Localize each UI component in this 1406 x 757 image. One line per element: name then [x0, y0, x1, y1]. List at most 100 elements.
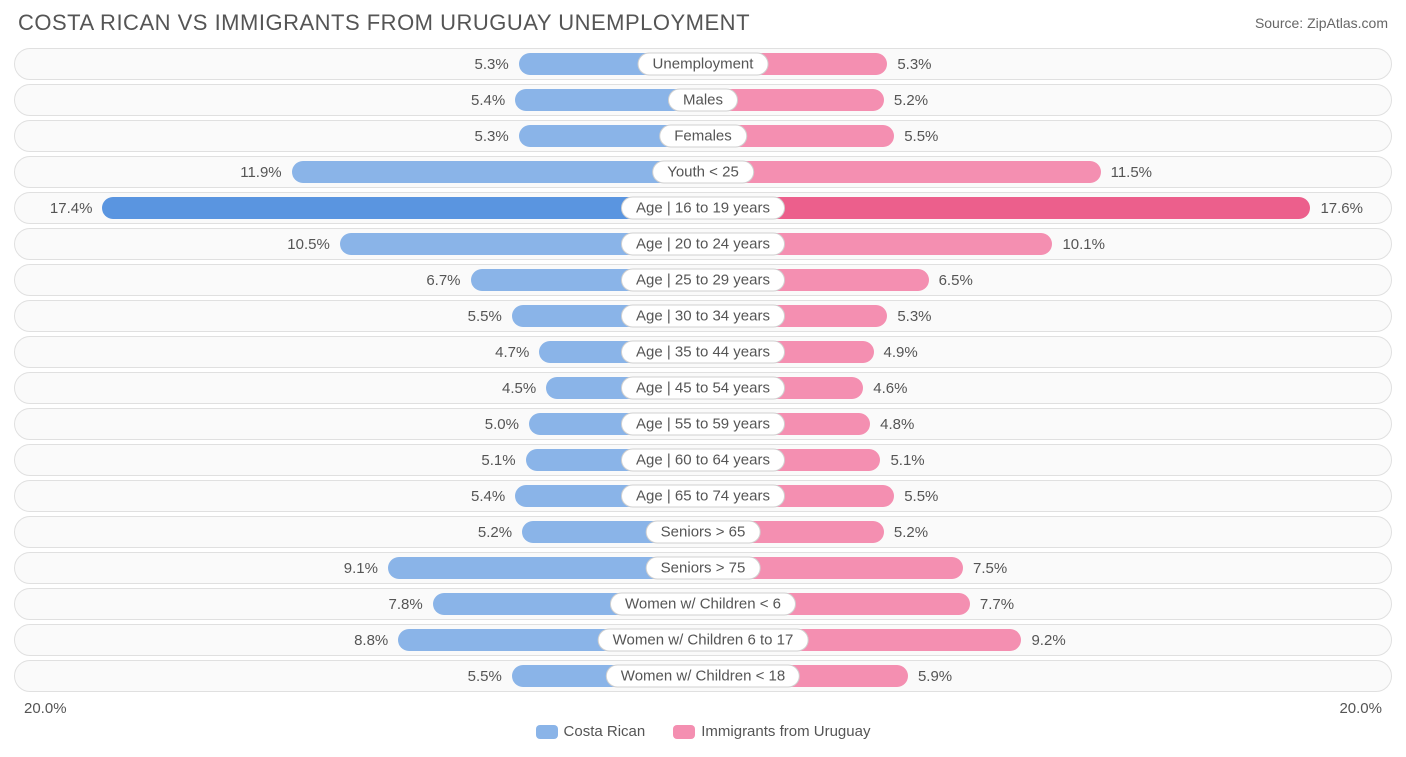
legend-swatch-right — [673, 725, 695, 739]
chart-source: Source: ZipAtlas.com — [1255, 15, 1388, 31]
value-label-right: 5.5% — [896, 128, 946, 145]
bar-half-right: 7.7% — [703, 589, 1391, 619]
value-label-right: 5.1% — [882, 452, 932, 469]
value-label-right: 7.7% — [972, 596, 1022, 613]
category-label: Age | 25 to 29 years — [621, 269, 785, 292]
value-label-right: 11.5% — [1103, 164, 1160, 181]
value-label-left: 5.5% — [460, 308, 510, 325]
category-label: Age | 30 to 34 years — [621, 305, 785, 328]
value-label-left: 11.9% — [232, 164, 289, 181]
value-label-left: 5.3% — [466, 128, 516, 145]
bar-half-left: 9.1% — [15, 553, 703, 583]
value-label-left: 7.8% — [380, 596, 430, 613]
bar-half-right: 5.5% — [703, 481, 1391, 511]
chart-row: 7.8% 7.7% Women w/ Children < 6 — [14, 588, 1392, 620]
bar-half-left: 5.5% — [15, 661, 703, 691]
chart-row: 5.4%5.5%Age | 65 to 74 years — [14, 480, 1392, 512]
bar-half-left: 6.7% — [15, 265, 703, 295]
chart-row: 4.5%4.6%Age | 45 to 54 years — [14, 372, 1392, 404]
bar-half-right: 5.3% — [703, 49, 1391, 79]
value-label-right: 5.2% — [886, 92, 936, 109]
chart-row: 5.2%5.2%Seniors > 65 — [14, 516, 1392, 548]
bar-half-right: 6.5% — [703, 265, 1391, 295]
bar-half-right: 5.2% — [703, 517, 1391, 547]
value-label-right: 5.9% — [910, 668, 960, 685]
value-label-right: 7.5% — [965, 560, 1015, 577]
legend-item-left: Costa Rican — [536, 723, 646, 740]
bar-half-left: 5.5% — [15, 301, 703, 331]
bar-half-left: 11.9% — [15, 157, 703, 187]
value-label-left: 5.1% — [473, 452, 523, 469]
value-label-left: 17.4% — [42, 200, 101, 217]
bar-half-right: 10.1% — [703, 229, 1391, 259]
category-label: Women w/ Children 6 to 17 — [598, 629, 809, 652]
chart-row: 5.3% 5.5% Females — [14, 120, 1392, 152]
chart-row: 8.8% 9.2% Women w/ Children 6 to 17 — [14, 624, 1392, 656]
value-label-left: 6.7% — [418, 272, 468, 289]
chart-row: 9.1% 7.5% Seniors > 75 — [14, 552, 1392, 584]
value-label-right: 10.1% — [1054, 236, 1113, 253]
value-label-left: 5.5% — [460, 668, 510, 685]
value-label-left: 10.5% — [279, 236, 338, 253]
bar-half-right: 5.2% — [703, 85, 1391, 115]
category-label: Unemployment — [638, 53, 769, 76]
category-label: Age | 45 to 54 years — [621, 377, 785, 400]
value-label-right: 9.2% — [1023, 632, 1073, 649]
category-label: Age | 20 to 24 years — [621, 233, 785, 256]
chart-row: 5.5% 5.9% Women w/ Children < 18 — [14, 660, 1392, 692]
legend-item-right: Immigrants from Uruguay — [673, 723, 870, 740]
category-label: Age | 16 to 19 years — [621, 197, 785, 220]
chart-row: 11.9%11.5%Youth < 25 — [14, 156, 1392, 188]
value-label-left: 5.3% — [466, 56, 516, 73]
value-label-right: 4.9% — [876, 344, 926, 361]
chart-title: COSTA RICAN VS IMMIGRANTS FROM URUGUAY U… — [18, 10, 750, 36]
value-label-right: 6.5% — [931, 272, 981, 289]
value-label-right: 5.3% — [889, 308, 939, 325]
value-label-right: 17.6% — [1312, 200, 1371, 217]
category-label: Age | 35 to 44 years — [621, 341, 785, 364]
chart-header: COSTA RICAN VS IMMIGRANTS FROM URUGUAY U… — [14, 10, 1392, 36]
bar-half-left: 5.2% — [15, 517, 703, 547]
category-label: Age | 60 to 64 years — [621, 449, 785, 472]
value-label-left: 5.4% — [463, 92, 513, 109]
value-label-left: 8.8% — [346, 632, 396, 649]
value-label-left: 5.0% — [477, 416, 527, 433]
chart-row: 5.1% 5.1% Age | 60 to 64 years — [14, 444, 1392, 476]
category-label: Age | 65 to 74 years — [621, 485, 785, 508]
chart-row: 5.5% 5.3% Age | 30 to 34 years — [14, 300, 1392, 332]
bar-half-left: 5.4% — [15, 85, 703, 115]
category-label: Women w/ Children < 18 — [606, 665, 800, 688]
category-label: Women w/ Children < 6 — [610, 593, 796, 616]
bar-half-right: 11.5% — [703, 157, 1391, 187]
bar-half-right: 7.5% — [703, 553, 1391, 583]
chart-row: 5.3%5.3%Unemployment — [14, 48, 1392, 80]
value-label-left: 4.7% — [487, 344, 537, 361]
value-label-left: 9.1% — [336, 560, 386, 577]
legend-label-right: Immigrants from Uruguay — [701, 723, 870, 740]
bar-half-right: 17.6% — [703, 193, 1391, 223]
bar-half-left: 4.7% — [15, 337, 703, 367]
value-label-right: 5.2% — [886, 524, 936, 541]
bar-half-right: 4.9% — [703, 337, 1391, 367]
chart-row: 5.4%5.2%Males — [14, 84, 1392, 116]
bar-half-right: 4.8% — [703, 409, 1391, 439]
bar-half-left: 5.3% — [15, 121, 703, 151]
bar-half-right: 5.1% — [703, 445, 1391, 475]
axis-left-label: 20.0% — [24, 700, 67, 717]
bar-half-left: 5.4% — [15, 481, 703, 511]
chart-row: 6.7% 6.5% Age | 25 to 29 years — [14, 264, 1392, 296]
bar-right — [705, 197, 1310, 219]
bar-half-left: 10.5% — [15, 229, 703, 259]
chart-area: 5.3%5.3%Unemployment5.4%5.2%Males5.3%5.5… — [14, 48, 1392, 692]
axis-right-label: 20.0% — [1339, 700, 1382, 717]
category-label: Seniors > 75 — [646, 557, 761, 580]
axis-labels: 20.0% 20.0% — [14, 696, 1392, 717]
value-label-right: 4.8% — [872, 416, 922, 433]
bar-left — [102, 197, 701, 219]
chart-row: 5.0%4.8%Age | 55 to 59 years — [14, 408, 1392, 440]
bar-half-left: 17.4% — [15, 193, 703, 223]
bar-half-left: 4.5% — [15, 373, 703, 403]
bar-half-right: 5.9% — [703, 661, 1391, 691]
category-label: Females — [659, 125, 747, 148]
legend-label-left: Costa Rican — [564, 723, 646, 740]
